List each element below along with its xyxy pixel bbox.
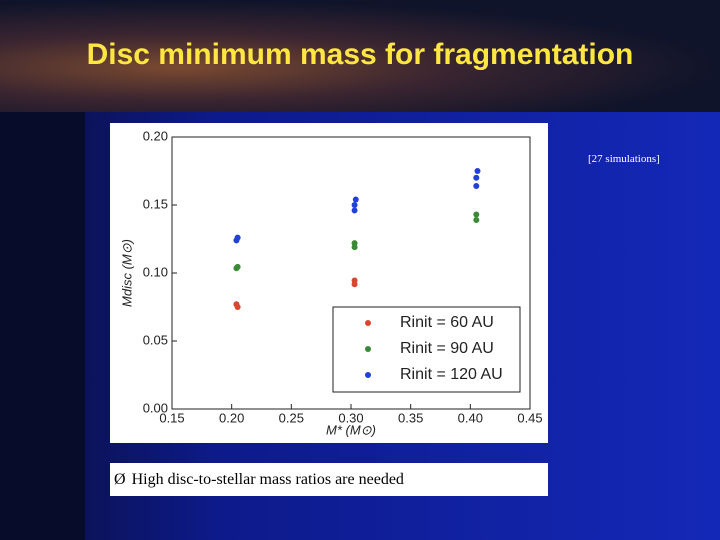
x-tick-label: 0.45 <box>517 410 542 425</box>
x-tick-label: 0.15 <box>159 410 184 425</box>
point <box>233 265 240 272</box>
side-panel <box>0 112 85 540</box>
y-axis-label: Mdisc (M⊙) <box>119 239 134 307</box>
legend-marker <box>365 372 371 378</box>
chart-background <box>110 123 548 443</box>
x-tick-label: 0.20 <box>219 410 244 425</box>
point <box>473 182 480 189</box>
x-tick-label: 0.40 <box>458 410 483 425</box>
slide-title: Disc minimum mass for fragmentation <box>86 38 634 71</box>
point <box>352 196 359 203</box>
y-tick-label: 0.10 <box>143 264 168 279</box>
legend-box <box>332 306 521 393</box>
point <box>351 281 358 288</box>
y-tick-label: 0.15 <box>143 196 168 211</box>
bullet: Ø High disc-to-stellar mass ratios are ne… <box>110 463 548 496</box>
point <box>351 202 358 208</box>
bullet-marker: Ø <box>114 471 126 488</box>
x-tick-label: 0.30 <box>338 410 363 425</box>
legend-label: Rinit = 60 AU <box>400 314 494 331</box>
x-tick-label: 0.25 <box>279 410 304 425</box>
point <box>473 211 480 218</box>
legend-marker <box>365 320 371 326</box>
point <box>234 304 241 310</box>
point <box>351 244 358 251</box>
x-axis-label: M* (M⊙) <box>326 422 376 437</box>
point <box>473 174 480 181</box>
point <box>473 216 480 223</box>
point <box>233 237 240 244</box>
annotation: [27 simulations] <box>588 153 660 165</box>
y-tick-label: 0.20 <box>143 128 168 143</box>
banner <box>0 0 720 112</box>
y-tick-label: 0.05 <box>143 332 168 347</box>
legend-label: Rinit = 90 AU <box>400 340 494 357</box>
point <box>351 207 358 214</box>
point <box>474 168 481 174</box>
bullet-text: High disc-to-stellar mass ratios are nee… <box>131 471 404 488</box>
legend-label: Rinit = 120 AU <box>400 366 503 383</box>
y-tick-label: 0.00 <box>143 400 168 415</box>
legend-marker <box>365 346 371 352</box>
x-tick-label: 0.35 <box>398 410 423 425</box>
